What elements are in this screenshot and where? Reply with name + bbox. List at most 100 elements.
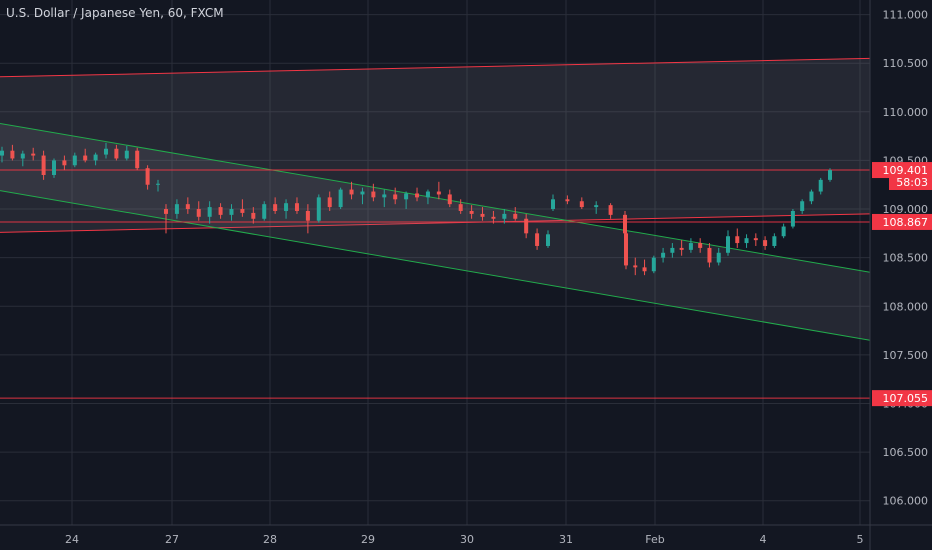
- x-tick-label: 31: [559, 533, 573, 546]
- candle-body: [72, 155, 77, 166]
- candle-body: [790, 210, 795, 227]
- x-tick-label: 28: [263, 533, 277, 546]
- y-tick-label: 106.500: [883, 446, 929, 459]
- candle-body: [565, 199, 570, 202]
- candle-body: [207, 207, 212, 217]
- chart-title: U.S. Dollar / Japanese Yen, 60, FXCM: [6, 6, 224, 20]
- x-tick-label: 24: [65, 533, 79, 546]
- candle-body: [726, 236, 730, 253]
- candle-body: [52, 160, 56, 175]
- candle-body: [229, 209, 234, 215]
- candle-body: [135, 150, 140, 169]
- y-tick-label: 106.000: [883, 495, 929, 508]
- candle-body: [371, 191, 376, 198]
- candle-body: [480, 213, 485, 217]
- candle-body: [349, 189, 354, 195]
- candle-body: [491, 216, 496, 219]
- candle-body: [513, 213, 518, 219]
- price-label-box: [889, 174, 932, 190]
- candle-body: [502, 213, 507, 219]
- x-tick-label: 29: [361, 533, 375, 546]
- candle-body: [735, 236, 740, 244]
- channel-upper-line: [0, 57, 871, 78]
- candle-body: [828, 170, 832, 180]
- y-tick-label: 107.500: [883, 349, 929, 362]
- y-tick-label: 111.000: [883, 9, 929, 22]
- candle-body: [93, 154, 98, 161]
- y-tick-label: 108.000: [883, 300, 929, 313]
- candle-body: [781, 226, 786, 237]
- candle-body: [436, 191, 441, 195]
- candle-body: [156, 183, 160, 185]
- price-label-text: 109.401: [883, 164, 929, 177]
- candle-body: [382, 194, 387, 198]
- candle-body: [196, 209, 201, 217]
- y-tick-label: 108.500: [883, 252, 929, 265]
- candle-body: [624, 233, 628, 266]
- channel-fill: [0, 123, 870, 341]
- candle-body: [546, 234, 550, 246]
- candle-body: [763, 240, 768, 246]
- candle-body: [404, 193, 409, 200]
- candle-body: [716, 252, 721, 263]
- candle-body: [262, 204, 267, 219]
- price-label-text: 58:03: [896, 176, 928, 189]
- candle-body: [41, 155, 46, 175]
- candle-body: [393, 194, 398, 200]
- x-tick-label: Feb: [645, 533, 664, 546]
- x-tick-label: 4: [760, 533, 767, 546]
- candle-body: [753, 238, 758, 241]
- candle-body: [535, 233, 540, 246]
- price-label-text: 107.055: [883, 392, 929, 405]
- candle-body: [800, 201, 805, 211]
- candle-body: [104, 148, 108, 155]
- price-label-box: [872, 390, 932, 407]
- candle-body: [185, 204, 190, 210]
- price-label-text: 108.867: [883, 216, 929, 229]
- candle-body: [661, 252, 666, 258]
- candle-body: [31, 153, 36, 156]
- y-tick-label: 110.500: [883, 57, 929, 70]
- candle-body: [707, 247, 712, 263]
- candle-body: [0, 150, 4, 156]
- candle-body: [294, 203, 299, 211]
- candle-body: [818, 179, 823, 192]
- candle-body: [10, 150, 15, 159]
- candle-body: [62, 160, 67, 166]
- x-tick-label: 30: [460, 533, 474, 546]
- candle-body: [772, 236, 777, 246]
- candle-body: [594, 205, 599, 208]
- candle-body: [124, 150, 129, 159]
- candle-body: [642, 267, 647, 272]
- candle-body: [670, 247, 675, 253]
- candle-body: [327, 197, 332, 208]
- candle-body: [415, 193, 420, 198]
- candle-body: [698, 243, 703, 248]
- candle-body: [20, 153, 25, 159]
- candle-body: [145, 168, 150, 185]
- price-label-box: [872, 213, 932, 230]
- candle-body: [218, 207, 223, 215]
- candle-body: [551, 199, 555, 210]
- channel-lower-line: [0, 213, 871, 233]
- candle-body: [469, 210, 474, 214]
- candle-body: [447, 194, 452, 205]
- x-tick-label: 27: [165, 533, 179, 546]
- y-tick-label: 110.000: [883, 106, 929, 119]
- channel-upper-line: [0, 122, 871, 273]
- candle-body: [744, 238, 749, 244]
- candle-body: [251, 212, 256, 219]
- candle-body: [316, 197, 321, 221]
- candle-body: [360, 191, 365, 195]
- candle-body: [608, 205, 613, 215]
- candle-body: [633, 265, 638, 268]
- candle-body: [305, 210, 310, 221]
- channel-fill: [0, 58, 870, 233]
- candle-body: [688, 243, 693, 250]
- candle-body: [273, 204, 278, 211]
- channel-lower-line: [0, 190, 871, 341]
- candle-body: [524, 218, 529, 234]
- candle-body: [679, 247, 684, 250]
